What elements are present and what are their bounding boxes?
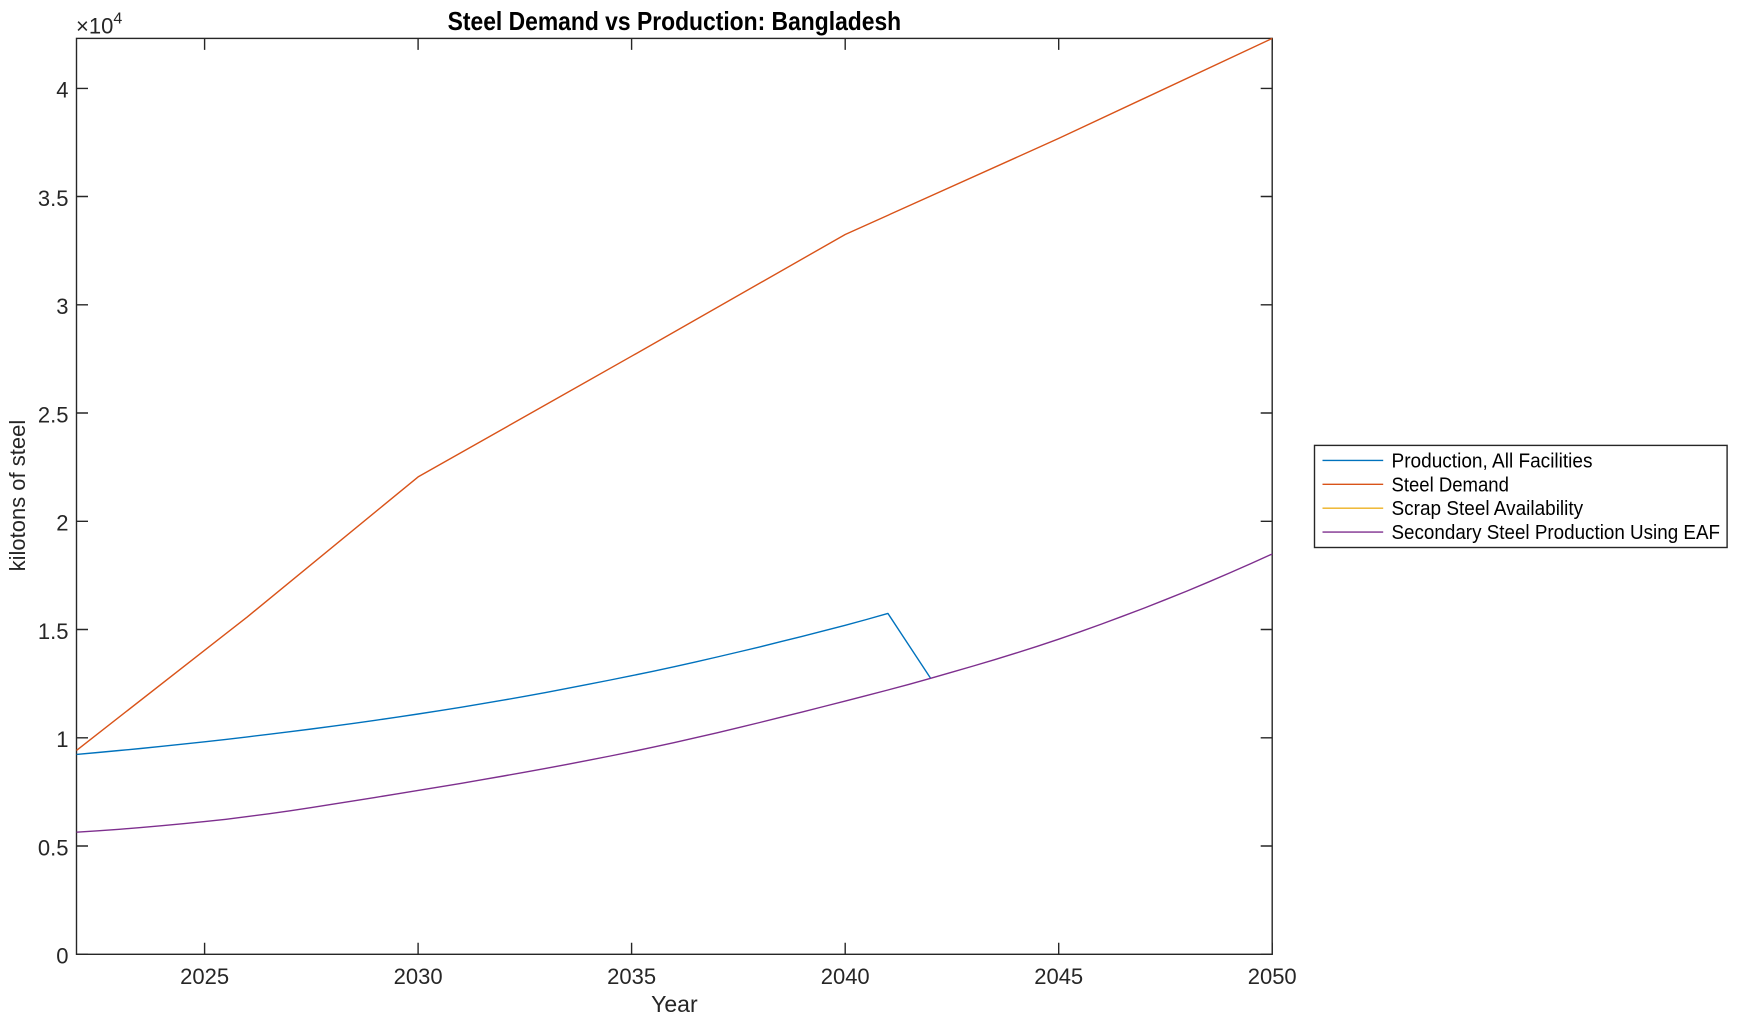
svg-text:0: 0 [56,944,68,969]
svg-text:2035: 2035 [607,964,656,989]
svg-text:Steel Demand vs Production: Ba: Steel Demand vs Production: Bangladesh [448,6,902,36]
svg-text:kilotons of steel: kilotons of steel [5,420,30,572]
svg-text:0.5: 0.5 [38,835,69,860]
svg-text:3: 3 [56,294,68,319]
svg-text:2: 2 [56,511,68,536]
svg-text:3.5: 3.5 [38,186,69,211]
svg-text:1.5: 1.5 [38,619,69,644]
svg-text:Year: Year [651,991,698,1017]
svg-text:4: 4 [56,78,68,103]
svg-text:2.5: 2.5 [38,402,69,427]
svg-text:2040: 2040 [821,964,870,989]
svg-text:2050: 2050 [1248,964,1297,989]
svg-text:2030: 2030 [394,964,443,989]
svg-text:Steel Demand: Steel Demand [1392,474,1509,496]
svg-text:2025: 2025 [180,964,229,989]
svg-text:Production, All Facilities: Production, All Facilities [1392,450,1593,472]
svg-text:Secondary Steel Production Usi: Secondary Steel Production Using EAF [1392,522,1721,544]
svg-text:2045: 2045 [1034,964,1083,989]
svg-text:1: 1 [56,727,68,752]
svg-text:Scrap Steel Availability: Scrap Steel Availability [1392,498,1584,520]
